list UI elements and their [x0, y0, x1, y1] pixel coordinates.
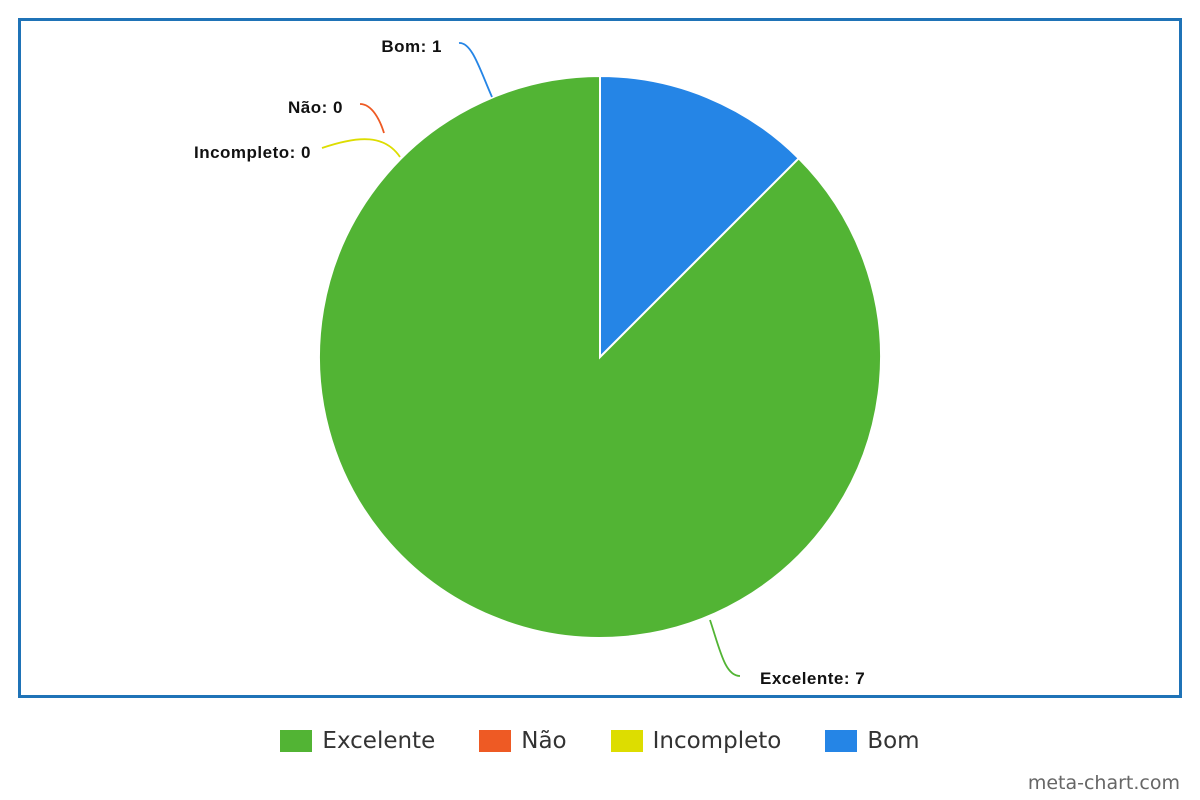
data-label-não: Não: 0	[288, 98, 343, 117]
legend-swatch	[280, 730, 313, 752]
chart-frame	[18, 18, 1182, 698]
legend-item-bom[interactable]: Bom	[825, 728, 920, 754]
label-leader-lines	[321, 42, 741, 677]
pie-slice-excelente[interactable]	[318, 74, 882, 639]
legend-label: Excelente	[322, 728, 436, 754]
legend-item-incompleto[interactable]: Incompleto	[610, 728, 782, 754]
legend-swatch	[610, 730, 643, 752]
leader-line-excelente	[709, 619, 741, 677]
legend-swatch	[825, 730, 858, 752]
legend-label: Bom	[867, 728, 920, 754]
data-label-incompleto: Incompleto: 0	[194, 143, 311, 162]
pie-slices	[318, 74, 882, 639]
legend-label: Não	[521, 728, 567, 754]
slice-labels: Excelente: 7 Não: 0 Incompleto: 0 Bom: 1	[194, 37, 865, 688]
legend-item-excelente[interactable]: Excelente	[280, 728, 435, 754]
legend-swatch	[479, 730, 512, 752]
legend-item-nao[interactable]: Não	[479, 728, 567, 754]
legend-label: Incompleto	[652, 728, 782, 754]
watermark: meta-chart.com	[1027, 772, 1180, 794]
leader-line-bom	[458, 42, 493, 98]
leader-line-não	[359, 103, 385, 134]
pie-slice-bom[interactable]	[599, 74, 801, 360]
legend: Excelente Não Incompleto Bom	[0, 728, 1200, 754]
leader-line-incompleto	[321, 138, 401, 158]
data-label-excelente: Excelente: 7	[760, 669, 865, 688]
data-label-bom: Bom: 1	[381, 37, 442, 56]
pie-chart: Excelente: 7 Não: 0 Incompleto: 0 Bom: 1	[194, 37, 882, 688]
